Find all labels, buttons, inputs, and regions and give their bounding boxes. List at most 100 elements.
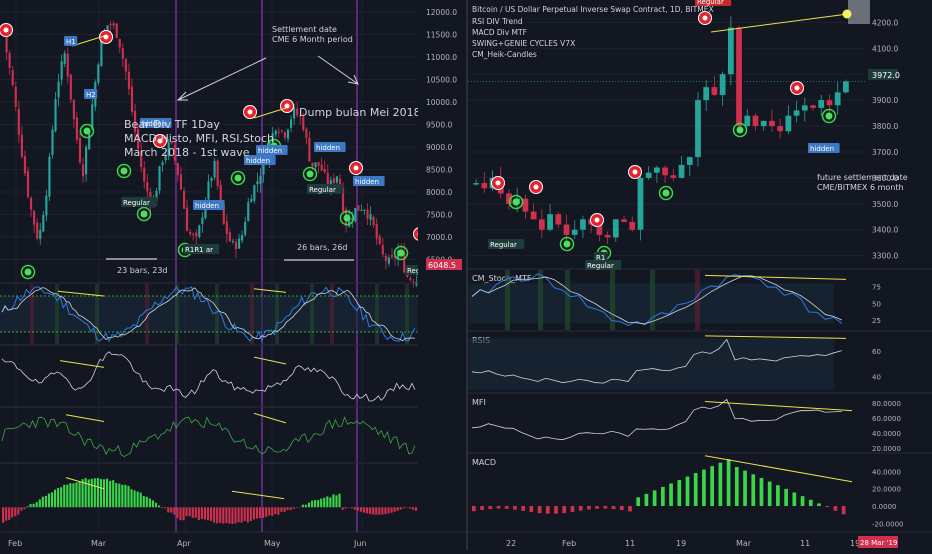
- right-price-tick: 4100.0: [872, 44, 898, 53]
- left-candle-body: [14, 86, 17, 107]
- right-candle-body: [538, 219, 545, 230]
- left-candle-body: [250, 198, 253, 203]
- right-pane-label: MACD: [472, 458, 496, 467]
- right-candle-body: [843, 81, 849, 93]
- left-candle-body: [146, 181, 149, 192]
- left-candle-body: [124, 59, 127, 72]
- right-indicator-tick: -20.0000: [872, 520, 903, 528]
- right-stoch-zone: [538, 270, 543, 330]
- left-candle-body: [332, 178, 335, 184]
- right-candle-body: [555, 214, 562, 225]
- left-indicators: 8040080604075.000050.000025.0000500.0000…: [0, 282, 466, 528]
- left-stoch-k-line: [1, 286, 416, 343]
- right-candle-body: [686, 157, 693, 165]
- left-candle-body: [390, 254, 394, 258]
- left-candle-body: [366, 209, 369, 219]
- left-candle-body: [378, 236, 381, 244]
- right-candle-body: [604, 234, 611, 238]
- right-grid: [468, 21, 866, 257]
- future-target-dot: [842, 9, 852, 19]
- left-candle-body: [277, 131, 280, 133]
- left-candle-body: [231, 240, 235, 243]
- left-macd-bar: [176, 507, 179, 518]
- left-macd-bar: [359, 507, 363, 512]
- bearish-signal-dot: [495, 180, 501, 186]
- left-candle-body: [363, 209, 366, 211]
- right-candle-body: [752, 115, 759, 127]
- left-chart: 8040080604075.000050.000025.0000500.0000…: [0, 0, 466, 548]
- right-candle-body: [670, 175, 677, 178]
- left-candle-body: [308, 137, 311, 162]
- left-candle-body: [167, 142, 170, 157]
- left-macd-bar: [8, 507, 11, 520]
- left-stoch-div-line: [57, 290, 105, 297]
- right-stoch-div-line: [704, 274, 847, 280]
- right-candle-body: [834, 92, 841, 106]
- right-price-tag-box: [868, 69, 898, 80]
- left-macd-bar: [341, 507, 344, 510]
- left-candle-body: [161, 162, 164, 166]
- left-candle-body: [241, 234, 244, 241]
- left-macd-bar: [161, 507, 164, 508]
- bullish-signal-marker: [821, 108, 837, 124]
- right-macd-bar: [784, 488, 788, 506]
- left-candle-body: [216, 160, 219, 187]
- right-macd-bar: [480, 506, 484, 510]
- right-title: Bitcoin / US Dollar Perpetual Inverse Sw…: [472, 5, 714, 14]
- left-macd-bar: [369, 507, 372, 515]
- right-candle-body: [662, 167, 668, 176]
- left-candle-body: [36, 222, 39, 239]
- bullish-signal-dot: [343, 214, 351, 222]
- bullish-signal-dot: [736, 126, 744, 134]
- left-macd-bar: [237, 507, 240, 523]
- left-macd-bar: [396, 507, 399, 511]
- left-x-label-feb: Feb: [8, 539, 22, 548]
- right-candle-body: [818, 100, 825, 108]
- left-candle-body: [26, 170, 30, 197]
- left-macd-bar: [362, 507, 366, 513]
- left-macd-bar: [356, 507, 359, 511]
- signal-label-box: [695, 0, 732, 6]
- left-macd-bar: [124, 484, 127, 508]
- bullish-signal-marker: [559, 236, 575, 252]
- left-macd-bar: [206, 507, 210, 521]
- left-macd-bar: [109, 480, 112, 508]
- left-candle-body: [296, 108, 299, 116]
- left-macd-bar: [182, 507, 185, 521]
- left-mfi-line: [1, 416, 416, 457]
- left-macd-bar: [26, 506, 29, 508]
- signal-label-box: [193, 200, 225, 210]
- left-stoch-zone: [405, 284, 409, 344]
- signal-label-box: [488, 239, 525, 249]
- right-macd-bar: [726, 459, 731, 506]
- bullish-signal-marker: [20, 264, 36, 280]
- left-candle-body: [39, 229, 42, 239]
- left-candle-body: [237, 238, 241, 249]
- left-candle-body: [354, 208, 357, 222]
- left-candle-body: [351, 218, 354, 220]
- left-stoch-zone: [375, 284, 379, 344]
- left-candle-body: [305, 128, 308, 138]
- left-candle-body: [72, 100, 75, 120]
- left-macd-bar: [289, 507, 292, 511]
- right-candle-body: [563, 224, 570, 235]
- right-macd-bar: [841, 506, 846, 515]
- right-price-tick: 4200.0: [872, 18, 898, 27]
- left-price-tick: 10500.0: [426, 76, 457, 85]
- left-candle-body: [63, 53, 66, 64]
- left-price-tag-box: [426, 259, 462, 270]
- left-candle-body: [360, 209, 363, 211]
- left-candle-body: [381, 245, 384, 255]
- left-stoch-zone: [145, 284, 149, 344]
- left-macd-bar: [29, 504, 32, 508]
- signal-label-text: hidden: [195, 202, 219, 210]
- left-macd-bar: [81, 479, 84, 508]
- right-indicator-tick: 0.0000: [872, 503, 897, 511]
- left-macd-bar: [411, 507, 415, 510]
- left-candle-body: [387, 257, 391, 264]
- left-candle-body: [253, 185, 256, 201]
- right-macd-bar: [513, 506, 517, 510]
- left-macd-bar: [323, 497, 326, 508]
- right-candle-body: [736, 27, 742, 127]
- left-macd-bar: [121, 484, 124, 508]
